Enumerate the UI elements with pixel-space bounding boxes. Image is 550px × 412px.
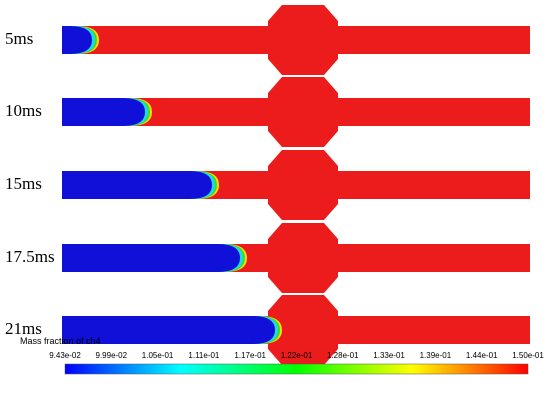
methane-front <box>62 98 145 126</box>
contour-panels: 5ms 10ms 15ms 17.5ms 21ms <box>5 5 530 365</box>
panel: 10ms <box>5 77 530 147</box>
colorbar-ticks: 9.43e-02 9.99e-02 1.05e-01 1.11e-01 1.17e-01… <box>49 351 544 360</box>
time-label: 17.5ms <box>5 247 55 266</box>
time-label: 15ms <box>5 174 42 193</box>
time-label: 10ms <box>5 101 42 120</box>
chamber <box>268 223 338 293</box>
methane-front <box>62 316 275 344</box>
panel: 17.5ms <box>5 223 530 293</box>
chamber <box>268 150 338 220</box>
chamber <box>268 77 338 147</box>
methane-front <box>62 26 92 54</box>
colorbar-tick-label: 1.44e-01 <box>466 351 498 360</box>
time-label: 21ms <box>5 319 42 338</box>
colorbar-tick-label: 1.33e-01 <box>373 351 405 360</box>
colorbar-title: Mass fraction of ch4 <box>20 336 101 346</box>
panel: 21ms <box>5 295 530 365</box>
colorbar-tick-label: 9.43e-02 <box>49 351 81 360</box>
chamber <box>268 295 338 365</box>
colorbar-tick-label: 1.28e-01 <box>327 351 359 360</box>
colorbar-tick-label: 9.99e-02 <box>96 351 128 360</box>
colorbar-tick-label: 1.39e-01 <box>420 351 452 360</box>
colorbar-tick-label: 1.50e-01 <box>512 351 544 360</box>
colorbar-tick-label: 1.22e-01 <box>281 351 313 360</box>
methane-front <box>62 171 212 199</box>
panel: 5ms <box>5 5 530 75</box>
colorbar-tick-label: 1.11e-01 <box>188 351 220 360</box>
methane-front <box>62 244 240 272</box>
colorbar-tick-label: 1.17e-01 <box>234 351 266 360</box>
colorbar <box>64 363 529 375</box>
time-label: 5ms <box>5 29 33 48</box>
chamber <box>268 5 338 75</box>
panel: 15ms <box>5 150 530 220</box>
colorbar-tick-label: 1.05e-01 <box>142 351 174 360</box>
